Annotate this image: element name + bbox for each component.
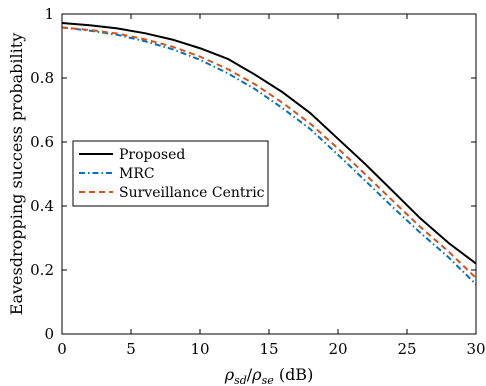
series-line-proposed bbox=[61, 21, 477, 265]
y-tick-label: 0.4 bbox=[30, 197, 54, 215]
legend-label-surveillance-centric: Surveillance Centric bbox=[119, 185, 265, 201]
x-tick-label: 25 bbox=[397, 340, 416, 358]
y-tick-label: 0.2 bbox=[30, 261, 54, 279]
series-line-mrc bbox=[61, 26, 477, 286]
x-tick-label: 20 bbox=[328, 340, 347, 358]
legend-label-mrc: MRC bbox=[119, 166, 155, 182]
y-axis-label: Eavesdropping success probability bbox=[7, 33, 26, 315]
y-tick-label: 1 bbox=[44, 5, 54, 23]
y-tick-label: 0.8 bbox=[30, 69, 54, 87]
x-tick-label: 15 bbox=[259, 340, 278, 358]
x-tick-label: 0 bbox=[57, 340, 67, 358]
legend: Proposed MRC Surveillance Centric bbox=[72, 140, 269, 207]
x-tick-label: 30 bbox=[466, 340, 485, 358]
y-tick-label: 0 bbox=[44, 325, 54, 343]
ticks-layer: 0 5 10 15 20 25 30 0 0.2 0.4 0.6 0.8 1 bbox=[30, 5, 485, 358]
legend-box bbox=[72, 140, 269, 207]
x-tick-label: 10 bbox=[190, 340, 209, 358]
y-tick-label: 0.6 bbox=[30, 133, 54, 151]
series-layer bbox=[61, 21, 477, 286]
legend-label-proposed: Proposed bbox=[119, 147, 185, 163]
x-tick-label: 5 bbox=[126, 340, 136, 358]
x-axis-label: ρsd/ρse (dB) bbox=[224, 365, 314, 386]
series-line-surveillance-centric bbox=[61, 26, 477, 279]
